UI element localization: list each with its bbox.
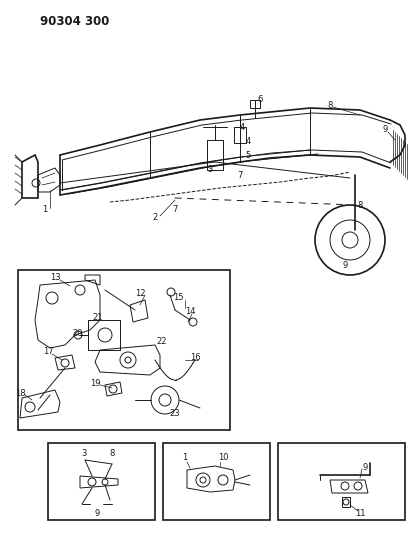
Text: 9: 9: [363, 463, 368, 472]
Text: 19: 19: [90, 378, 100, 387]
Text: 17: 17: [43, 348, 53, 357]
Text: 5: 5: [246, 150, 250, 159]
Bar: [163, 443, 270, 520]
Bar: [48, 443, 155, 520]
Text: 8: 8: [109, 449, 115, 458]
Text: 1: 1: [183, 454, 187, 463]
Text: 9: 9: [382, 125, 388, 134]
Text: 15: 15: [173, 294, 183, 303]
Text: 11: 11: [355, 508, 365, 518]
Text: 13: 13: [50, 273, 60, 282]
Text: 23: 23: [170, 408, 180, 417]
Bar: [278, 443, 405, 520]
Text: 4: 4: [239, 124, 245, 133]
Text: 90304 300: 90304 300: [40, 15, 109, 28]
Text: 21: 21: [93, 313, 103, 322]
Text: 20: 20: [73, 328, 83, 337]
Text: 22: 22: [157, 337, 167, 346]
Text: 4: 4: [246, 138, 250, 147]
Text: 18: 18: [15, 389, 25, 398]
Text: 9: 9: [94, 510, 100, 519]
Text: 7: 7: [172, 206, 178, 214]
Text: 6: 6: [258, 95, 263, 104]
Text: 8: 8: [357, 200, 363, 209]
Text: 16: 16: [190, 353, 200, 362]
Text: 12: 12: [135, 288, 145, 297]
Text: 7: 7: [237, 171, 243, 180]
Text: 8: 8: [327, 101, 332, 109]
Text: 2: 2: [152, 214, 158, 222]
Bar: [18, 270, 230, 430]
Text: 9: 9: [342, 261, 348, 270]
Text: 10: 10: [218, 454, 228, 463]
Text: 3: 3: [207, 166, 213, 174]
Text: 1: 1: [42, 206, 48, 214]
Text: 14: 14: [185, 308, 195, 317]
Text: 3: 3: [81, 449, 87, 458]
